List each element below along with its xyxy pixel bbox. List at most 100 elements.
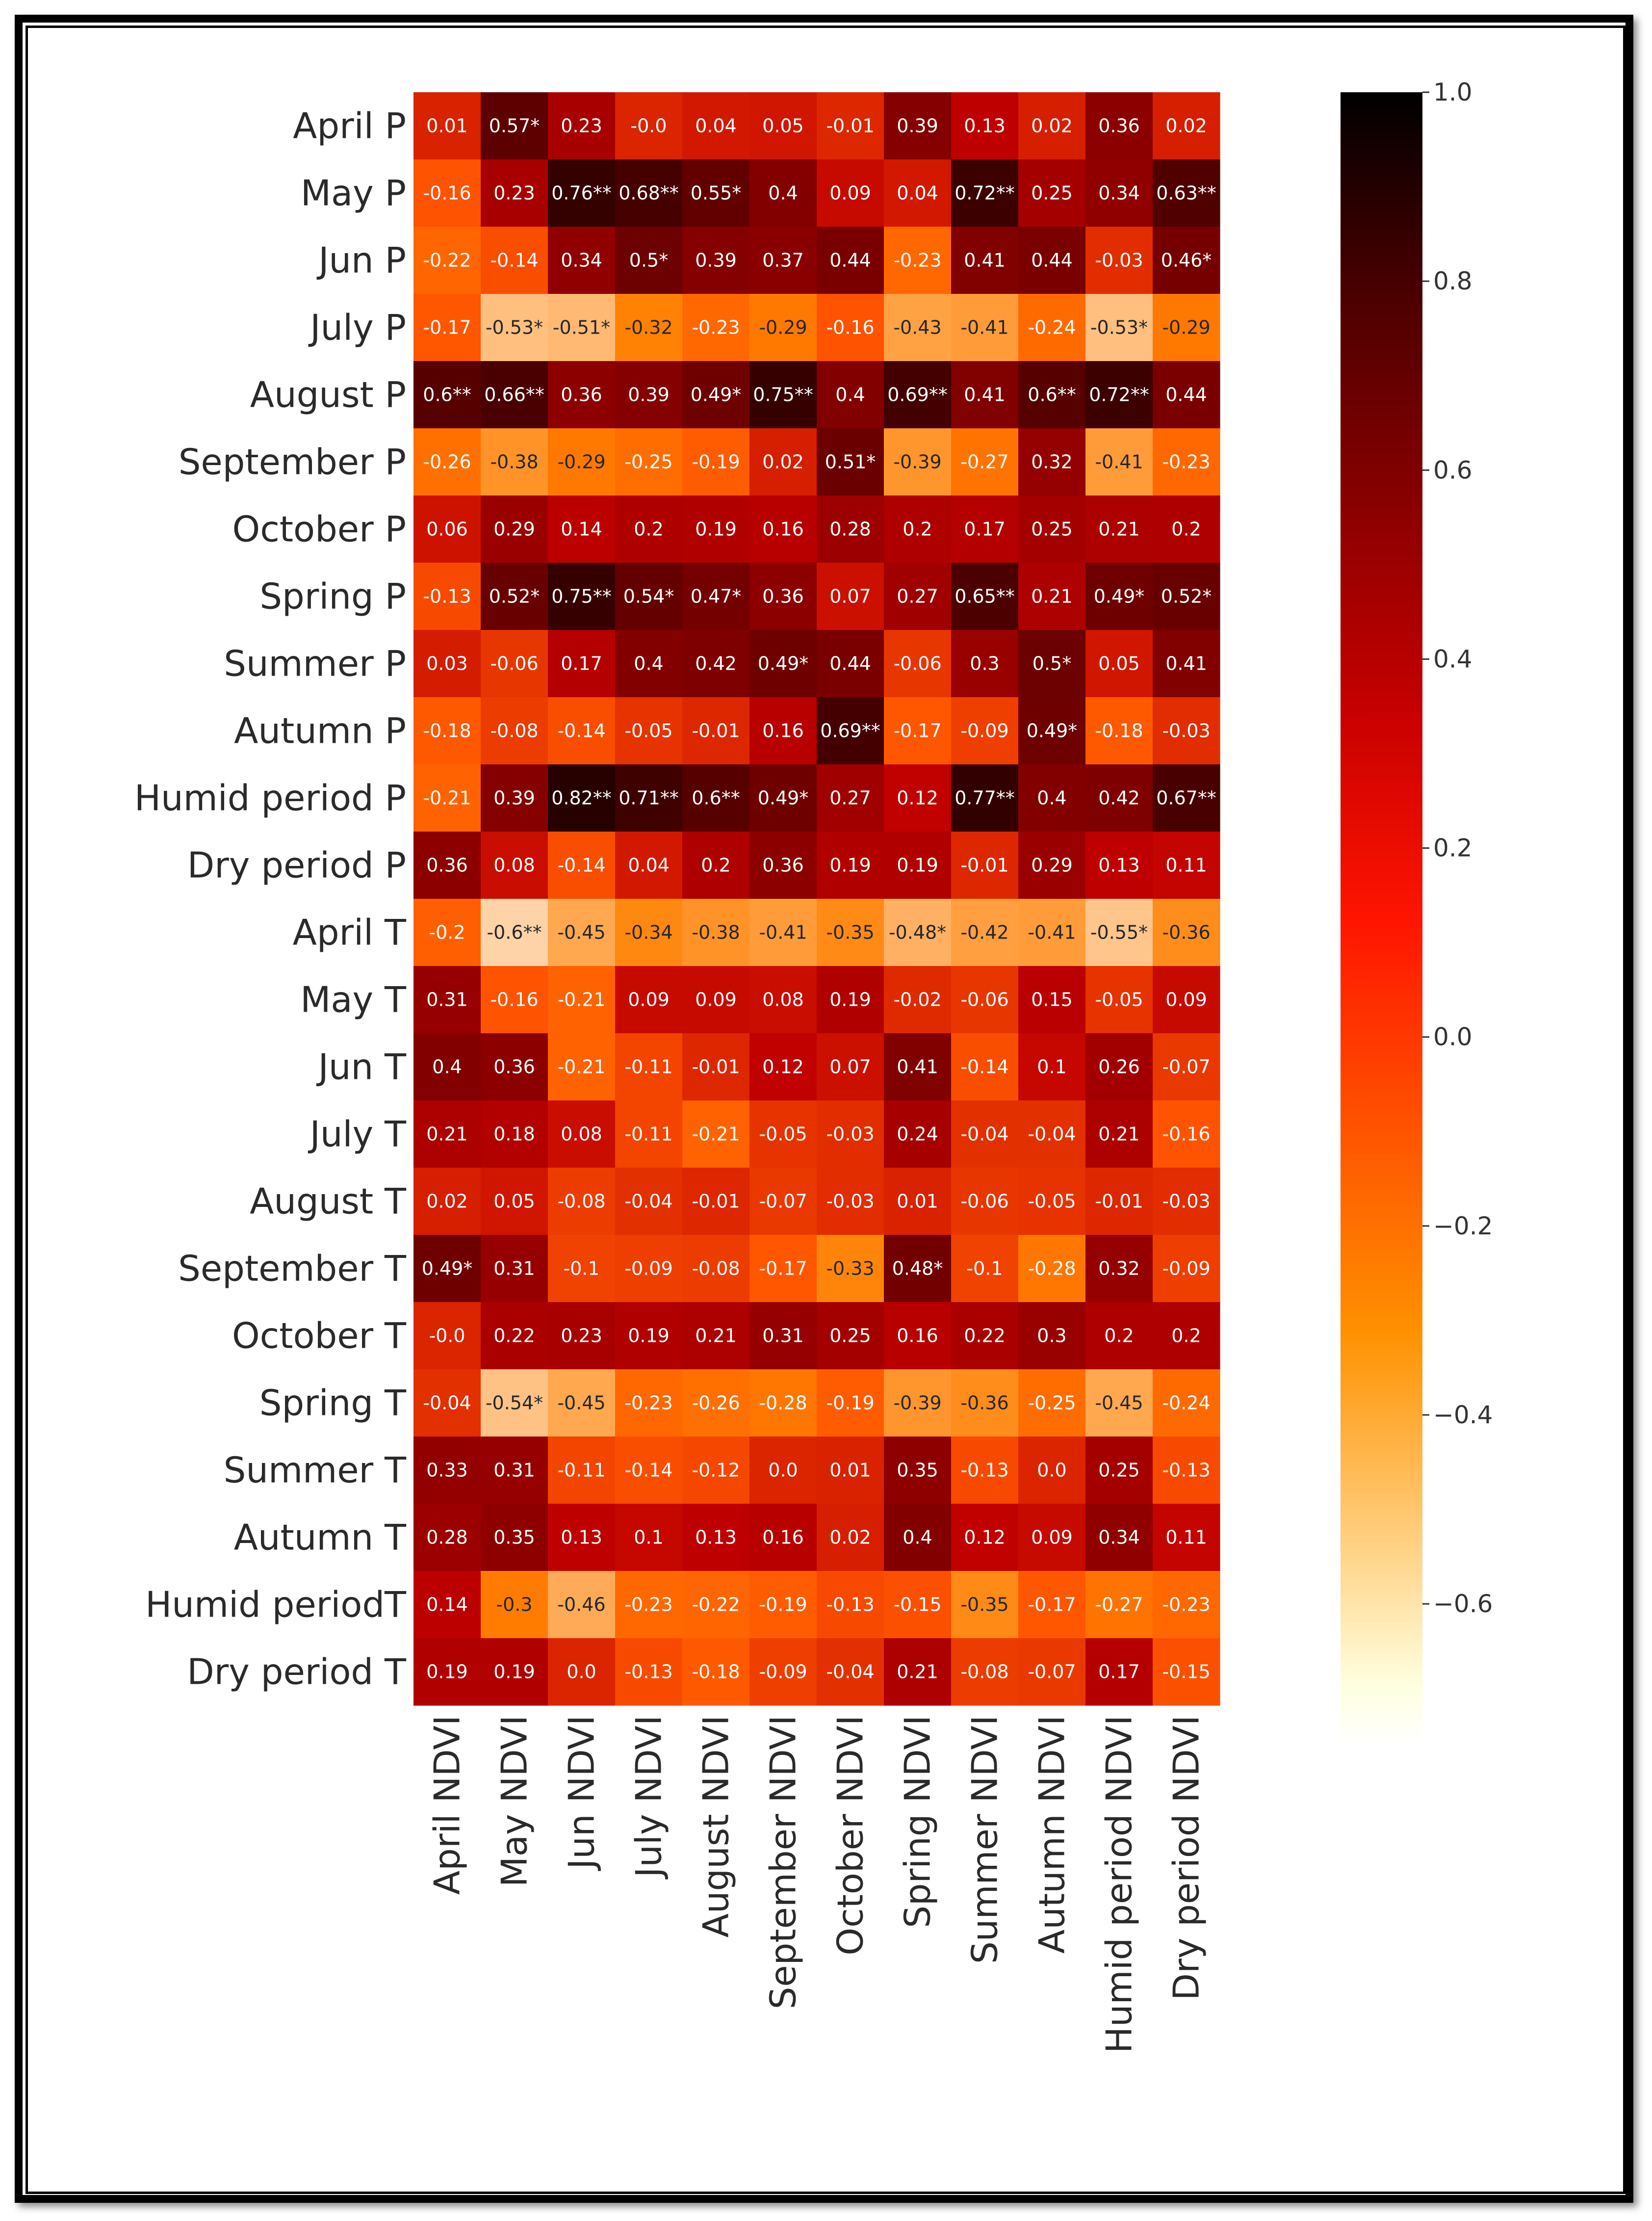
cell-value-label: -0.28 bbox=[759, 1392, 807, 1414]
heatmap-cell bbox=[1018, 1504, 1086, 1571]
cell-value-label: 0.49* bbox=[1027, 720, 1078, 742]
heatmap-cell bbox=[1153, 227, 1220, 294]
heatmap-cell bbox=[1153, 1302, 1220, 1370]
cell-value-label: -0.01 bbox=[692, 720, 740, 742]
heatmap-cell bbox=[615, 1504, 683, 1571]
colorbar-ticks: 1.0 0.8 0.6 0.4 0.2 0.0 −0.2 −0.4 −0.6 bbox=[1422, 78, 1493, 1618]
heatmap-cell bbox=[884, 832, 952, 899]
cell-value-label: -0.16 bbox=[1162, 1124, 1210, 1145]
cell-value-label: 0.42 bbox=[1098, 787, 1140, 809]
row-label: Autumn P bbox=[234, 710, 406, 752]
heatmap-cell bbox=[1018, 159, 1086, 227]
heatmap-cell bbox=[413, 1571, 481, 1639]
heatmap-cell bbox=[548, 630, 616, 698]
cell-value-label: -0.04 bbox=[1028, 1124, 1076, 1145]
heatmap-cell bbox=[548, 1571, 616, 1639]
cell-value-label: 0.71** bbox=[619, 787, 679, 809]
cell-value-label: -0.34 bbox=[624, 922, 672, 943]
heatmap-cell bbox=[749, 1168, 817, 1235]
heatmap-cell bbox=[817, 496, 884, 563]
heatmap-cell bbox=[1018, 1571, 1086, 1639]
heatmap-cell bbox=[1153, 428, 1220, 496]
cell-value-label: -0.48* bbox=[889, 922, 946, 943]
cell-value-label: -0.24 bbox=[1028, 317, 1076, 339]
cell-value-label: 0.4 bbox=[634, 653, 663, 675]
heatmap-cell bbox=[749, 1504, 817, 1571]
heatmap-cell bbox=[682, 1302, 750, 1370]
cell-value-label: -0.06 bbox=[960, 989, 1008, 1011]
cell-value-label: 0.16 bbox=[897, 1325, 938, 1347]
heatmap-cell bbox=[481, 966, 548, 1034]
colorbar-tick-label: 0.4 bbox=[1433, 645, 1472, 673]
heatmap-cell bbox=[1153, 630, 1220, 698]
row-label: Spring P bbox=[259, 576, 406, 617]
cell-value-label: 0.46* bbox=[1161, 250, 1212, 271]
heatmap-cell bbox=[481, 1168, 548, 1235]
column-label: July NDVI bbox=[628, 1715, 670, 1880]
heatmap-cell bbox=[615, 1235, 683, 1303]
heatmap-cell bbox=[615, 832, 683, 899]
heatmap-cell bbox=[1153, 1100, 1220, 1168]
heatmap-cell bbox=[884, 899, 952, 967]
row-label: May P bbox=[301, 173, 406, 214]
heatmap-cell bbox=[817, 1235, 884, 1303]
heatmap-cell bbox=[749, 832, 817, 899]
cell-value-label: 0.52* bbox=[1161, 586, 1212, 607]
cell-value-label: -0.06 bbox=[490, 653, 538, 675]
cell-value-label: 0.28 bbox=[426, 1527, 468, 1548]
heatmap-cell bbox=[682, 832, 750, 899]
cell-value-label: -0.29 bbox=[557, 451, 605, 473]
cell-value-label: 0.44 bbox=[1165, 384, 1207, 406]
cell-value-label: 0.19 bbox=[695, 519, 737, 540]
cell-value-label: -0.0 bbox=[630, 115, 667, 137]
heatmap-cell bbox=[884, 1571, 952, 1639]
heatmap-cell bbox=[1018, 1302, 1086, 1370]
cell-value-label: -0.24 bbox=[1162, 1392, 1210, 1414]
cell-value-label: -0.3 bbox=[496, 1594, 532, 1616]
cell-value-label: -0.53* bbox=[486, 317, 543, 339]
cell-value-label: 0.65** bbox=[955, 586, 1015, 607]
cell-value-label: 0.05 bbox=[493, 1191, 535, 1212]
heatmap-cell bbox=[817, 1033, 884, 1101]
cell-value-label: 0.04 bbox=[695, 115, 737, 137]
cell-value-label: -0.15 bbox=[1162, 1661, 1210, 1683]
cell-value-label: 0.75** bbox=[551, 586, 612, 607]
heatmap-cell bbox=[615, 361, 683, 429]
row-label: July T bbox=[308, 1114, 407, 1155]
cell-value-label: 0.66** bbox=[484, 384, 544, 406]
heatmap-cell bbox=[413, 630, 481, 698]
heatmap-cell bbox=[817, 1638, 884, 1706]
cell-value-label: 0.01 bbox=[829, 1460, 871, 1481]
heatmap-cell bbox=[413, 563, 481, 630]
heatmap-cell bbox=[884, 563, 952, 630]
heatmap-cell bbox=[749, 1235, 817, 1303]
heatmap-cell bbox=[615, 1571, 683, 1639]
cell-value-label: 0.23 bbox=[561, 1325, 602, 1347]
heatmap-cell bbox=[951, 159, 1019, 227]
heatmap-cell bbox=[548, 899, 616, 967]
heatmap-cell bbox=[682, 496, 750, 563]
cell-value-label: 0.16 bbox=[762, 1527, 804, 1548]
cell-value-label: -0.07 bbox=[1028, 1661, 1076, 1683]
heatmap-cell bbox=[481, 1302, 548, 1370]
heatmap-cell bbox=[548, 1638, 616, 1706]
cell-value-label: 0.21 bbox=[1098, 1124, 1140, 1145]
cell-value-label: 0.01 bbox=[897, 1191, 938, 1212]
heatmap-cell bbox=[1085, 92, 1153, 160]
heatmap-cell bbox=[1153, 1369, 1220, 1437]
heatmap-cell bbox=[682, 1437, 750, 1504]
cell-value-label: 0.07 bbox=[829, 1056, 871, 1078]
cell-value-label: -0.23 bbox=[624, 1392, 672, 1414]
cell-value-label: -0.14 bbox=[557, 720, 605, 742]
heatmap-cell bbox=[817, 1168, 884, 1235]
cell-value-label: 0.36 bbox=[493, 1056, 535, 1078]
colorbar-tick-label: −0.6 bbox=[1433, 1590, 1493, 1618]
heatmap-cell bbox=[1153, 697, 1220, 765]
heatmap-cell bbox=[615, 1168, 683, 1235]
cell-value-label: -0.41 bbox=[1028, 922, 1076, 943]
cell-value-label: -0.04 bbox=[624, 1191, 672, 1212]
cell-value-label: -0.02 bbox=[893, 989, 941, 1011]
cell-value-label: -0.04 bbox=[960, 1124, 1008, 1145]
heatmap-cell bbox=[951, 563, 1019, 630]
